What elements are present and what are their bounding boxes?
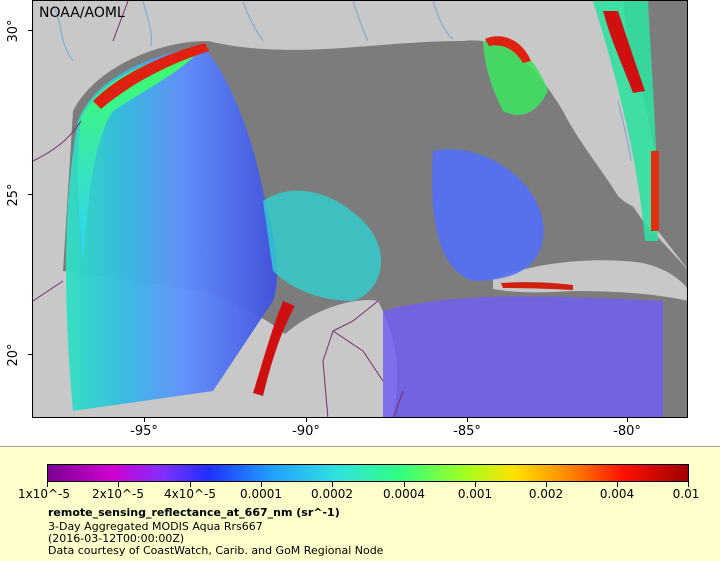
colorbar-tick (475, 482, 476, 487)
colorbar-tick (546, 482, 547, 487)
lon-tick-95 (144, 418, 145, 422)
colorbar-tick (404, 482, 405, 487)
credit-label: NOAA/AOML (39, 5, 125, 21)
colorbar-label: 0.01 (672, 487, 700, 501)
colorbar-label: 0.0001 (240, 487, 282, 501)
lon-tick-90 (306, 418, 307, 422)
map-frame: NOAA/AOML (32, 0, 688, 418)
colorbar-tick (47, 482, 48, 487)
legend-title: remote_sensing_reflectance_at_667_nm (sr… (48, 506, 340, 519)
colorbar-label: 0.004 (599, 487, 635, 501)
west-gulf-reflectance (66, 46, 278, 411)
colorbar-tick (261, 482, 262, 487)
lon-label-95: -95° (130, 424, 158, 439)
colorbar-tick (190, 482, 191, 487)
yucatan-landmass (273, 300, 397, 417)
lat-tick-30 (28, 30, 32, 31)
colorbar (47, 464, 689, 482)
political-border-lines (33, 1, 404, 417)
east-florida-coast-reflectance (651, 151, 659, 231)
lon-label-80: -80° (613, 424, 641, 439)
florida-coast-high-reflectance (485, 36, 531, 63)
legend-date-line: (2016-03-12T00:00:00Z) (48, 532, 185, 545)
lat-label-30: 30° (6, 19, 21, 43)
colorbar-tick (118, 482, 119, 487)
map-canvas (33, 1, 687, 417)
atlantic-coast-reflectance (593, 1, 658, 241)
lat-tick-25 (28, 194, 32, 195)
lat-label-25: 25° (6, 183, 21, 207)
lon-label-90: -90° (292, 424, 320, 439)
lon-tick-85 (467, 418, 468, 422)
colorbar-tick (332, 482, 333, 487)
colorbar-tick (617, 482, 618, 487)
lon-tick-80 (627, 418, 628, 422)
florida-shelf-reflectance (483, 40, 548, 115)
legend-attribution-line: Data courtesy of CoastWatch, Carib. and … (48, 544, 384, 557)
cuba-coast-high-reflectance (501, 282, 573, 290)
lon-label-85: -85° (453, 424, 481, 439)
river-lines (52, 1, 632, 162)
colorbar-label: 4x10^-5 (163, 487, 217, 501)
colorbar-label: 1x10^-5 (17, 487, 71, 501)
mexico-coast-high-reflectance (253, 301, 295, 396)
lat-tick-20 (28, 354, 32, 355)
caribbean-reflectance (383, 296, 663, 417)
colorbar-label: 0.0002 (311, 487, 353, 501)
east-gulf-reflectance (432, 149, 544, 281)
texas-coast-high-reflectance (93, 43, 209, 109)
atlantic-coast-high-reflectance (603, 11, 645, 93)
central-gulf-reflectance (263, 190, 382, 301)
colorbar-label: 0.002 (528, 487, 564, 501)
colorbar-label: 0.0004 (383, 487, 425, 501)
colorbar-label: 0.001 (457, 487, 493, 501)
legend-panel: 1x10^-5 2x10^-5 4x10^-5 0.0001 0.0002 0.… (0, 446, 720, 561)
cuba-landmass (493, 260, 687, 301)
legend-dataset-line: 3-Day Aggregated MODIS Aqua Rrs667 (48, 520, 263, 533)
colorbar-tick (688, 482, 689, 487)
lat-label-20: 20° (6, 343, 21, 367)
colorbar-label: 2x10^-5 (91, 487, 145, 501)
